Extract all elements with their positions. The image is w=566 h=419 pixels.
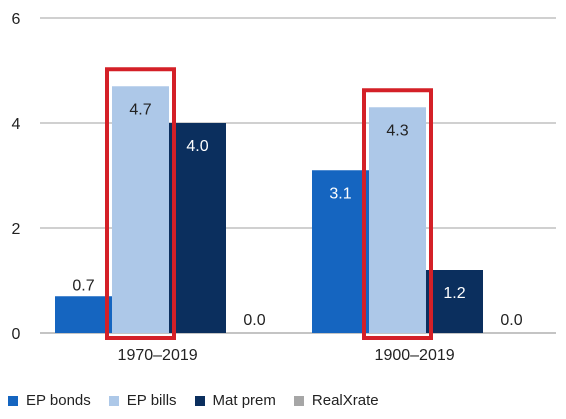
bar <box>169 123 226 333</box>
x-category-label: 1970–2019 <box>118 347 198 364</box>
legend-swatch <box>108 395 119 406</box>
legend-label: EP bonds <box>26 392 91 409</box>
legend-swatch <box>293 395 304 406</box>
legend-label: Mat prem <box>212 392 276 409</box>
y-tick-label: 0 <box>12 326 21 343</box>
highlight-box <box>105 67 176 340</box>
bar <box>112 86 169 333</box>
legend-item: EP bonds <box>8 392 91 409</box>
data-label: 0.7 <box>72 277 94 294</box>
bars <box>55 86 483 333</box>
x-axis-categories: 1970–2019 1900–2019 <box>118 347 455 364</box>
legend-label: RealXrate <box>311 392 379 409</box>
legend-swatch <box>8 395 18 406</box>
data-label: 4.7 <box>129 101 151 118</box>
highlight-box <box>362 88 433 340</box>
x-category-label: 1900–2019 <box>375 347 455 364</box>
legend-label: EP bills <box>126 392 177 409</box>
highlight-boxes <box>105 67 433 340</box>
bar <box>55 296 112 333</box>
legend-item: EP bills <box>108 392 177 409</box>
data-label: 0.0 <box>243 312 265 329</box>
y-axis-ticks: 0 2 4 6 <box>12 11 21 343</box>
y-tick-label: 2 <box>12 221 21 238</box>
bar <box>369 107 426 333</box>
y-tick-label: 6 <box>12 11 21 28</box>
data-label: 4.0 <box>186 138 208 155</box>
data-label: 1.2 <box>443 285 465 302</box>
legend: EP bonds EP bills Mat prem RealXrate <box>8 392 397 409</box>
legend-item: RealXrate <box>293 392 379 409</box>
data-label: 0.0 <box>500 312 522 329</box>
data-label: 4.3 <box>386 122 408 139</box>
data-labels: 0.7 4.7 4.0 0.0 3.1 4.3 1.2 0.0 <box>72 101 522 329</box>
y-tick-label: 4 <box>12 116 21 133</box>
data-label: 3.1 <box>329 185 351 202</box>
legend-item: Mat prem <box>194 392 276 409</box>
bar <box>312 170 369 333</box>
bar <box>426 270 483 333</box>
legend-swatch <box>194 395 205 406</box>
